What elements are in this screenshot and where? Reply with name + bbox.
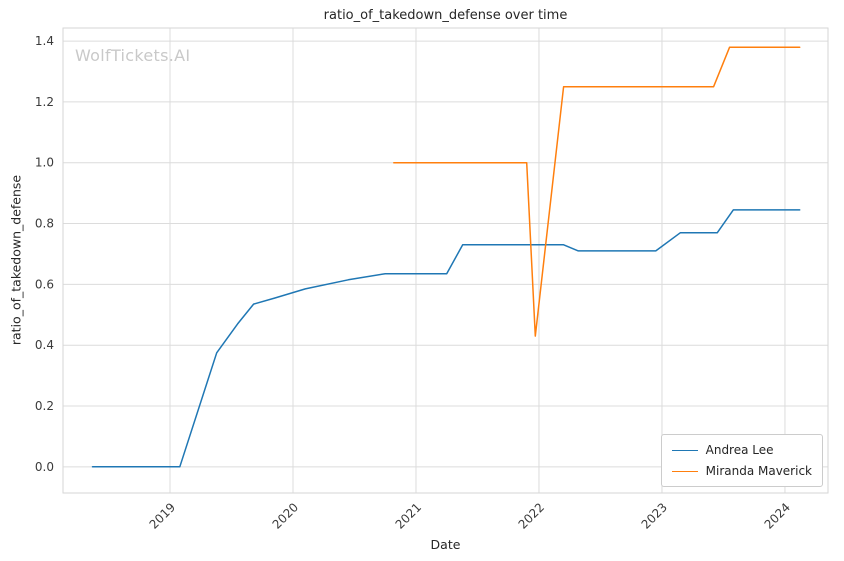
x-tick-label: 2019: [147, 500, 178, 531]
y-tick-label: 0.0: [35, 460, 54, 474]
chart-title: ratio_of_takedown_defense over time: [323, 8, 568, 23]
plot-border: [62, 27, 829, 494]
y-tick-label: 1.4: [35, 34, 54, 48]
x-axis-label: Date: [430, 537, 461, 552]
x-tick-label: 2021: [393, 500, 424, 531]
legend-line-swatch-andrea-lee: [671, 449, 698, 451]
x-tick-label: 2022: [516, 500, 547, 531]
y-tick-label: 0.8: [35, 217, 54, 231]
legend-label-andrea-lee: Andrea Lee: [705, 443, 774, 457]
y-tick-label: 0.6: [35, 277, 54, 291]
series-line-miranda-maverick: [393, 46, 801, 337]
legend-line-swatch-miranda-maverick: [671, 470, 698, 472]
tick-labels: 0.0 0.2 0.4 0.6 0.8 1.0 1.2 1.4 2019 2020 2021 2022…: [35, 34, 793, 532]
legend-item-andrea-lee: Andrea Lee: [671, 443, 812, 457]
grid: [63, 28, 828, 493]
watermark: WolfTickets.AI: [75, 46, 191, 65]
y-tick-label: 0.2: [35, 399, 54, 413]
y-tick-label: 1.2: [35, 95, 54, 109]
x-tick-label: 2023: [639, 500, 670, 531]
y-axis-label: ratio_of_takedown_defense: [8, 174, 24, 346]
y-tick-label: 0.4: [35, 338, 54, 352]
legend-item-miranda-maverick: Miranda Maverick: [671, 464, 812, 478]
y-tick-label: 1.0: [35, 156, 54, 170]
x-tick-label: 2020: [270, 500, 301, 531]
x-tick-label: 2024: [762, 500, 793, 531]
legend: Andrea Lee Miranda Maverick: [660, 434, 823, 487]
legend-label-miranda-maverick: Miranda Maverick: [705, 464, 812, 478]
series-line-andrea-lee: [91, 209, 801, 468]
